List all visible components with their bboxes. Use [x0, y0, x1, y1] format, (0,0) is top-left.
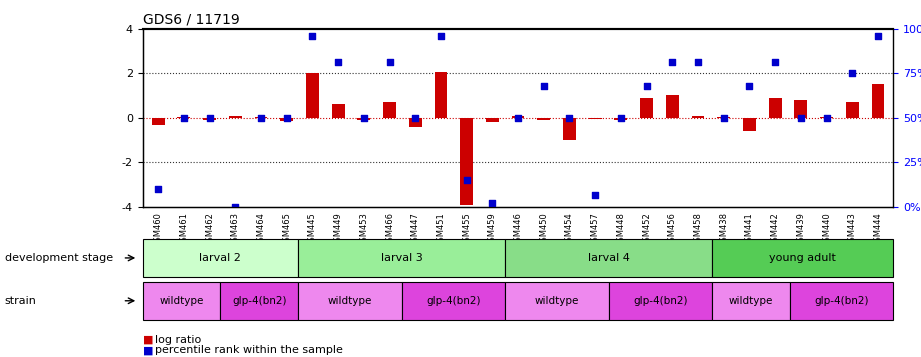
Point: [819, 115, 834, 121]
Point: [485, 201, 500, 206]
Text: strain: strain: [5, 296, 37, 306]
Text: young adult: young adult: [769, 253, 836, 263]
Point: [510, 115, 525, 121]
Point: [665, 60, 680, 65]
Point: [845, 70, 859, 76]
Text: larval 4: larval 4: [588, 253, 630, 263]
Bar: [152, 118, 165, 125]
Text: ■: ■: [143, 335, 153, 345]
Point: [227, 204, 242, 210]
Text: glp-4(bn2): glp-4(bn2): [633, 296, 688, 306]
Point: [742, 83, 757, 89]
Text: percentile rank within the sample: percentile rank within the sample: [155, 345, 343, 355]
Point: [588, 192, 602, 197]
Point: [460, 177, 474, 183]
Bar: [795, 100, 807, 118]
Bar: [306, 73, 319, 118]
Bar: [435, 72, 448, 118]
Bar: [666, 95, 679, 118]
Text: glp-4(bn2): glp-4(bn2): [426, 296, 481, 306]
Bar: [769, 98, 782, 118]
Bar: [640, 98, 653, 118]
Bar: [871, 84, 884, 118]
Bar: [512, 116, 524, 118]
Text: wildtype: wildtype: [535, 296, 579, 306]
Point: [691, 60, 705, 65]
Text: log ratio: log ratio: [155, 335, 201, 345]
Text: ■: ■: [143, 345, 153, 355]
Bar: [820, 117, 833, 118]
Point: [870, 33, 885, 39]
Bar: [204, 118, 216, 120]
Point: [794, 115, 809, 121]
Point: [613, 115, 628, 121]
Point: [382, 60, 397, 65]
Point: [331, 60, 345, 65]
Bar: [383, 102, 396, 118]
Text: development stage: development stage: [5, 253, 112, 263]
Bar: [178, 117, 191, 118]
Bar: [357, 118, 370, 120]
Bar: [845, 102, 858, 118]
Point: [279, 115, 294, 121]
Point: [562, 115, 577, 121]
Text: larval 2: larval 2: [200, 253, 241, 263]
Bar: [537, 118, 550, 120]
Point: [536, 83, 551, 89]
Bar: [743, 118, 756, 131]
Point: [639, 83, 654, 89]
Bar: [692, 116, 705, 118]
Text: glp-4(bn2): glp-4(bn2): [232, 296, 286, 306]
Point: [177, 115, 192, 121]
Bar: [332, 104, 344, 118]
Bar: [460, 118, 473, 205]
Point: [305, 33, 320, 39]
Bar: [254, 117, 267, 118]
Point: [151, 186, 166, 192]
Bar: [614, 118, 627, 120]
Point: [203, 115, 217, 121]
Bar: [563, 118, 576, 140]
Bar: [409, 118, 422, 127]
Point: [408, 115, 423, 121]
Point: [253, 115, 268, 121]
Text: wildtype: wildtype: [729, 296, 774, 306]
Text: wildtype: wildtype: [159, 296, 204, 306]
Bar: [280, 118, 293, 121]
Text: glp-4(bn2): glp-4(bn2): [814, 296, 869, 306]
Point: [434, 33, 449, 39]
Bar: [486, 118, 499, 122]
Point: [717, 115, 731, 121]
Text: GDS6 / 11719: GDS6 / 11719: [143, 12, 239, 26]
Bar: [589, 118, 601, 119]
Point: [768, 60, 783, 65]
Text: wildtype: wildtype: [328, 296, 372, 306]
Bar: [717, 117, 730, 118]
Bar: [229, 116, 241, 118]
Text: larval 3: larval 3: [380, 253, 423, 263]
Point: [356, 115, 371, 121]
